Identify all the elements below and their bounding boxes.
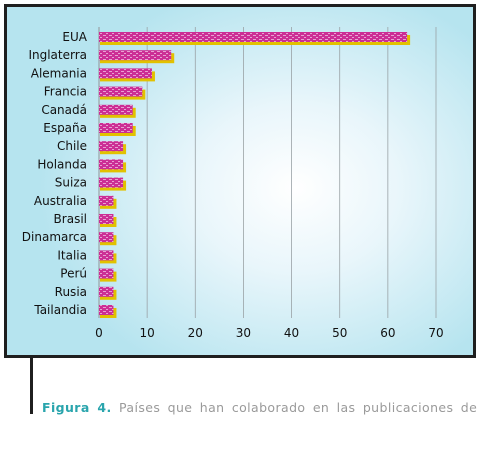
category-label: Rusia [55, 285, 87, 299]
bar [99, 141, 124, 152]
x-tick-label: 20 [188, 326, 203, 340]
category-label: España [43, 121, 87, 135]
category-label: Dinamarca [22, 230, 87, 244]
category-label: Inglaterra [28, 48, 87, 62]
x-tick-labels: 0 10 20 30 40 50 60 70 [95, 326, 443, 340]
category-label: Canadá [41, 103, 87, 117]
category-label: Australia [34, 194, 87, 208]
bar [99, 50, 172, 61]
x-tick-label: 60 [380, 326, 395, 340]
category-label: Brasil [54, 212, 87, 226]
caption-callout-line [30, 356, 33, 414]
figure-caption: Figura 4. Países que han colaborado en l… [42, 400, 501, 415]
bar [99, 286, 114, 297]
x-tick-label: 70 [428, 326, 443, 340]
bar [99, 177, 124, 188]
bar [99, 68, 152, 79]
x-tick-label: 30 [236, 326, 251, 340]
category-labels: EUA Inglaterra Alemania Francia Canadá España… [22, 30, 88, 317]
bar [99, 250, 114, 261]
x-tick-label: 40 [284, 326, 299, 340]
category-label: Perú [60, 267, 87, 281]
bar [99, 104, 133, 115]
category-label: Chile [57, 139, 87, 153]
category-label: Francia [44, 85, 87, 99]
bar [99, 32, 408, 42]
caption-label: Figura 4. [42, 400, 112, 415]
bar-chart: EUA Inglaterra Alemania Francia Canadá España… [22, 27, 444, 340]
x-tick-label: 50 [332, 326, 347, 340]
bar [99, 214, 114, 224]
bar [99, 268, 114, 279]
caption-text: Países que han colaborado en las publica… [119, 400, 478, 415]
category-label: Suiza [55, 176, 87, 190]
category-label: Holanda [37, 157, 87, 171]
bar [99, 305, 114, 315]
category-label: Italia [57, 248, 87, 262]
bar [99, 159, 124, 170]
bar [99, 195, 114, 206]
bar [99, 86, 143, 97]
x-tick-label: 0 [95, 326, 103, 340]
chart-frame: EUA Inglaterra Alemania Francia Canadá España… [4, 4, 476, 358]
bar [99, 232, 114, 243]
x-tick-label: 10 [140, 326, 155, 340]
bar [99, 123, 133, 133]
category-label: Alemania [31, 66, 87, 80]
bars [99, 32, 411, 318]
category-label: Tailandia [33, 303, 87, 317]
category-label: EUA [62, 30, 87, 44]
